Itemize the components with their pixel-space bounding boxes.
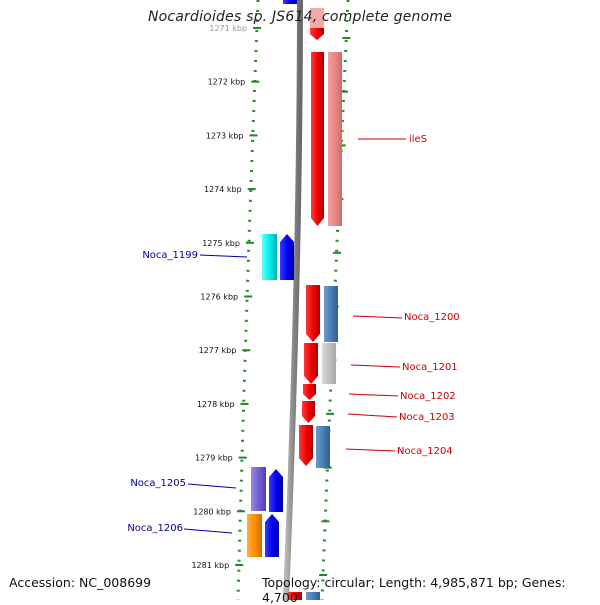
tick-label: 1278 kbp	[197, 400, 235, 409]
tick-label: 1280 kbp	[193, 507, 231, 516]
gene-noca-1204-steel	[316, 426, 330, 468]
leader-noca-1199	[199, 254, 248, 258]
tick-label: 1272 kbp	[208, 78, 246, 87]
tick-label: 1275 kbp	[202, 239, 240, 248]
genome-title: Nocardioides sp. JS614, complete genome	[147, 9, 453, 25]
tick-label: 1281 kbp	[191, 561, 229, 570]
label-leader-lines	[183, 138, 406, 534]
gene-features	[247, 0, 342, 600]
tick-label: 1279 kbp	[195, 454, 233, 463]
tick-group: 1271 kbp 1272 kbp 1273 kbp 1274 kbp 1275 kbp…	[191, 24, 351, 576]
leader-noca-1202	[348, 393, 399, 397]
topology-text: Topology: circular; Length: 4,985,871 bp…	[262, 575, 566, 605]
label-noca-1206[interactable]: Noca_1206	[127, 523, 183, 534]
leader-noca-1205	[187, 483, 237, 489]
tick-label: 1273 kbp	[206, 131, 244, 140]
gene-iles	[311, 52, 324, 226]
gene-noca-1199-cyan	[262, 234, 277, 280]
gene-noca-1205	[269, 469, 283, 512]
genome-backbone	[283, 0, 303, 600]
label-iles[interactable]: ileS	[409, 134, 427, 145]
gene-noca-1205-purple	[251, 467, 266, 511]
gene-noca-1201-grey	[322, 343, 336, 384]
gene-top-red	[310, 28, 324, 40]
label-noca-1205[interactable]: Noca_1205	[130, 478, 186, 489]
label-noca-1199[interactable]: Noca_1199	[142, 250, 198, 261]
gene-iles-pink	[328, 52, 342, 226]
gene-top-blue	[283, 0, 297, 4]
label-noca-1200[interactable]: Noca_1200	[404, 312, 460, 323]
gene-bottom-steel	[306, 592, 320, 600]
tick-label: 1271 kbp	[209, 24, 247, 33]
tick-label: 1276 kbp	[200, 293, 238, 302]
label-noca-1203[interactable]: Noca_1203	[399, 412, 455, 423]
gene-bottom-red	[288, 592, 302, 600]
gene-noca-1200-steel	[324, 286, 338, 342]
gene-noca-1206	[265, 514, 279, 557]
accession-text: Accession: NC_008699	[9, 575, 152, 590]
label-noca-1204[interactable]: Noca_1204	[397, 446, 453, 457]
gene-noca-1204	[299, 425, 313, 466]
label-noca-1201[interactable]: Noca_1201	[402, 362, 458, 373]
gene-noca-1206-orange	[247, 514, 262, 557]
tick-label: 1277 kbp	[199, 346, 237, 355]
left-dotted-track	[236, 0, 260, 600]
gene-noca-1203	[302, 401, 315, 423]
leader-noca-1203	[347, 413, 398, 418]
gene-noca-1202	[303, 384, 316, 400]
gene-noca-1201	[304, 343, 318, 384]
leader-noca-1204	[345, 448, 396, 452]
leader-noca-1201	[350, 364, 401, 368]
leader-noca-1206	[183, 528, 233, 534]
label-noca-1202[interactable]: Noca_1202	[400, 391, 456, 402]
tick-label: 1274 kbp	[204, 185, 242, 194]
gene-labels: ileS Noca_1199 Noca_1200 Noca_1201 Noca_…	[127, 134, 459, 534]
leader-noca-1200	[352, 315, 403, 319]
gene-noca-1199	[280, 234, 294, 280]
gene-noca-1200	[306, 285, 320, 342]
